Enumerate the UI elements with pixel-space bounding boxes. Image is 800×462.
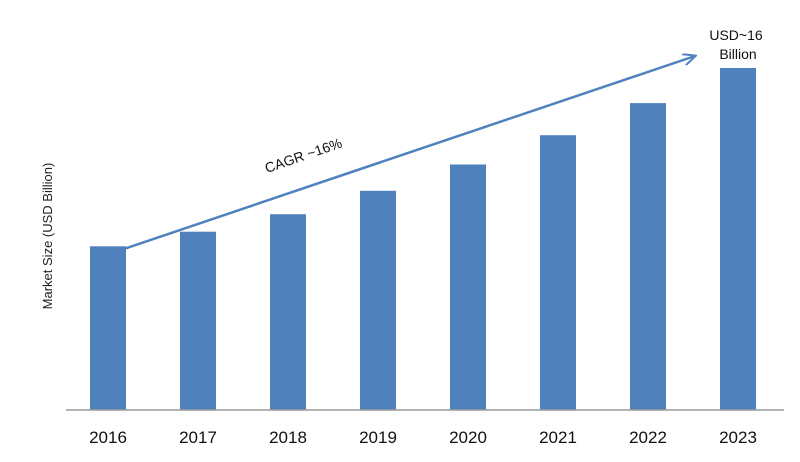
bar-2018 [270,214,306,410]
cagr-trend-arrow [102,56,695,258]
x-tick-label-2021: 2021 [539,428,577,447]
x-tick-label-2023: 2023 [719,428,757,447]
y-axis-title: Market Size (USD Billion) [40,163,55,310]
x-axis-labels-group: 2016 2017 2018 2019 2020 2021 2022 2023 [89,428,757,447]
bar-2017 [180,231,216,410]
end-value-annotation-line2: Billion [719,46,756,62]
x-tick-label-2017: 2017 [179,428,217,447]
bar-2022 [630,103,666,410]
x-tick-label-2019: 2019 [359,428,397,447]
cagr-annotation: CAGR ~16% [263,135,344,176]
bars-group [90,68,756,410]
bar-2021 [540,135,576,410]
x-tick-label-2018: 2018 [269,428,307,447]
bar-2016 [90,246,126,410]
bar-2023 [720,68,756,410]
bar-2019 [360,190,396,410]
x-tick-label-2016: 2016 [89,428,127,447]
end-value-annotation-line1: USD~16 [709,27,763,43]
bar-2020 [450,164,486,410]
x-tick-label-2022: 2022 [629,428,667,447]
x-tick-label-2020: 2020 [449,428,487,447]
